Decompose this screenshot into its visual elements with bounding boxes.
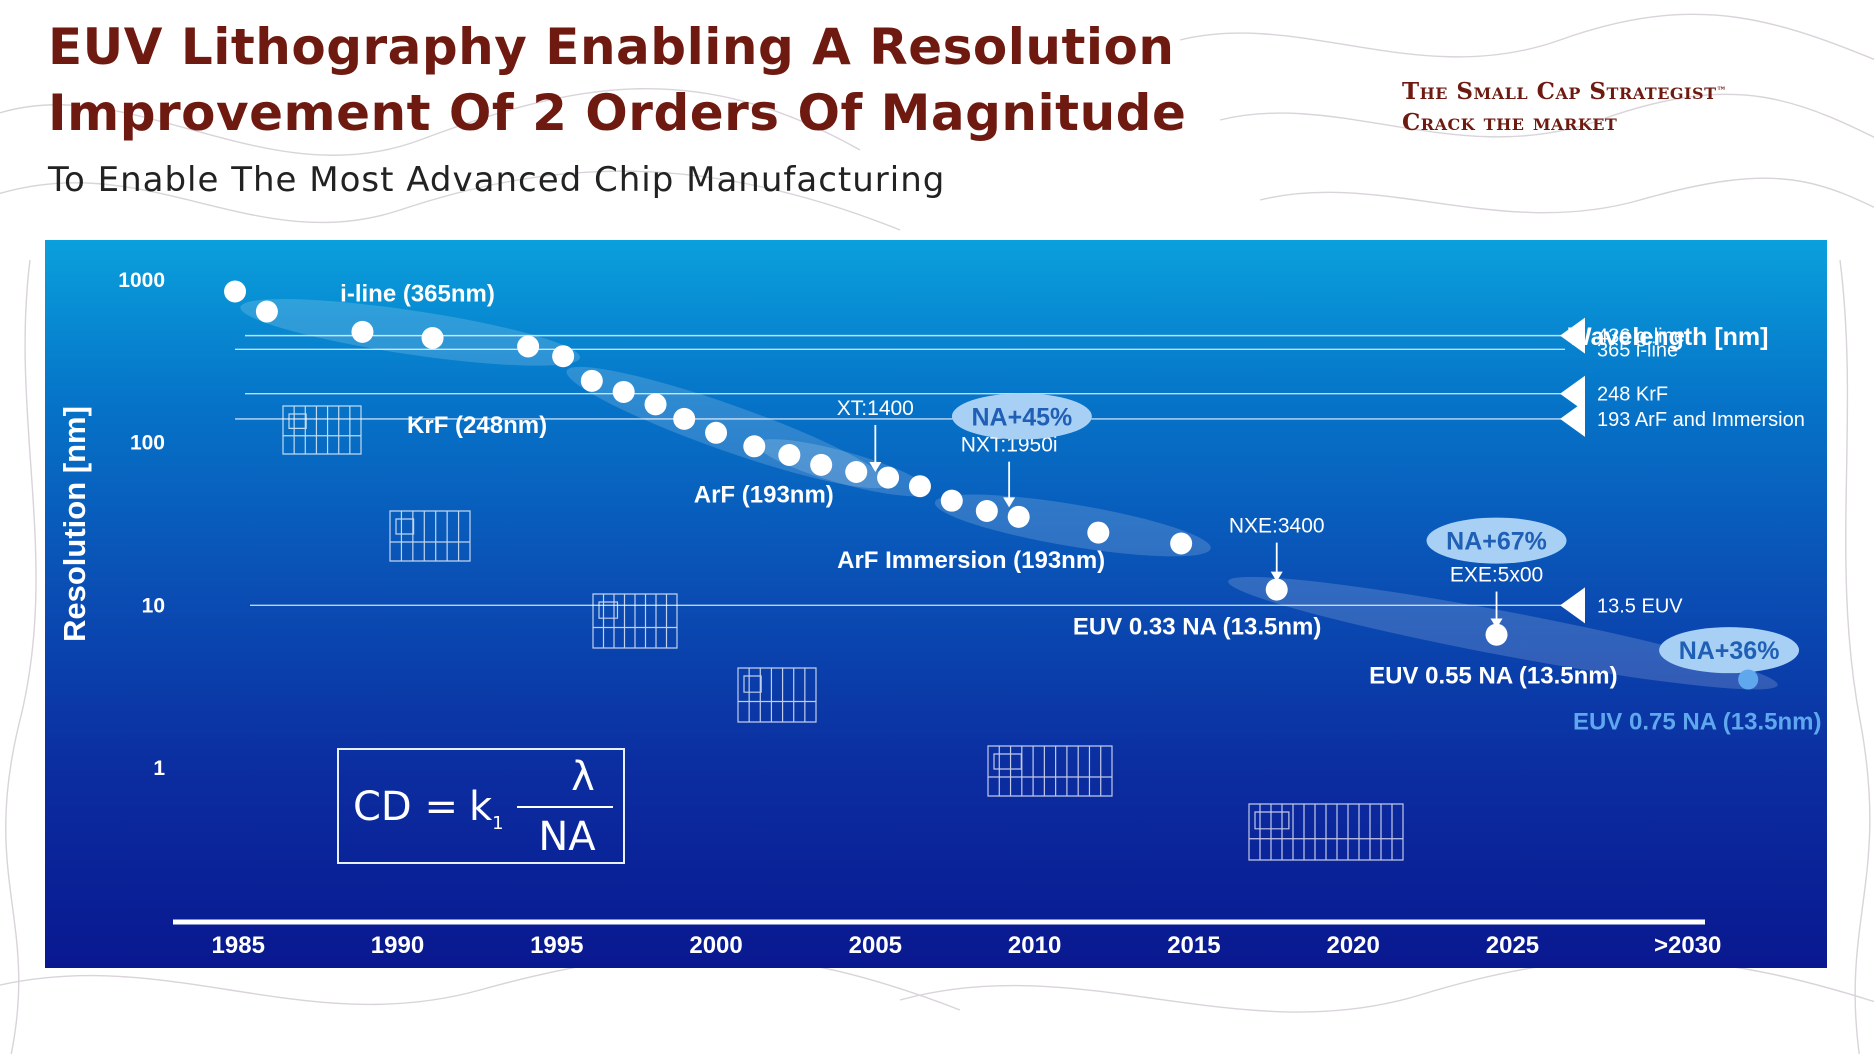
y-tick-label-1: 1000	[118, 269, 165, 292]
era-glow-band-2	[566, 366, 888, 489]
x-tick-label-4: 2000	[689, 932, 742, 959]
data-point-12	[743, 435, 766, 458]
wavelength-marker-3	[1560, 375, 1585, 412]
data-point-1	[224, 280, 247, 303]
lithography-machine-sketch-6	[1248, 803, 1404, 861]
data-point-2	[255, 300, 278, 323]
resolution-chart: 436 g-line 365 i-line 248 KrF 193 ArF and I…	[45, 240, 1827, 968]
data-point-18	[940, 489, 963, 512]
era-label-3: ArF (193nm)	[694, 481, 834, 508]
x-tick-label-10: >2030	[1654, 932, 1721, 959]
data-point-22	[1170, 532, 1193, 555]
x-tick-label-9: 2025	[1486, 932, 1539, 959]
title-line-2: Improvement Of 2 Orders Of Magnitude	[48, 84, 1187, 142]
wavelength-label-2: 365 i-line	[1597, 339, 1678, 361]
page-title: EUV Lithography Enabling A Resolution Im…	[48, 14, 1208, 146]
era-label-6: EUV 0.55 NA (13.5nm)	[1369, 663, 1618, 690]
formula-k-symbol: k	[469, 784, 493, 830]
x-tick-label-8: 2020	[1326, 932, 1379, 959]
lithography-machine-sketch-4	[737, 667, 817, 723]
na-badge-label-3: NA+36%	[1679, 637, 1780, 665]
formula-numerator: λ	[571, 754, 595, 800]
data-point-20	[1007, 505, 1030, 528]
data-point-9	[644, 393, 667, 416]
lithography-machine-sketch-1	[282, 405, 362, 455]
data-point-25	[1738, 669, 1759, 690]
x-tick-label-6: 2010	[1008, 932, 1061, 959]
na-badge-pill-3	[1659, 627, 1800, 674]
wavelength-marker-4	[1560, 400, 1585, 437]
era-label-7: EUV 0.75 NA (13.5nm)	[1573, 708, 1822, 735]
data-point-6	[552, 345, 575, 368]
tool-arrow-head-4	[1490, 618, 1503, 629]
lithography-machine-sketch-3	[592, 593, 678, 649]
tool-arrow-head-2	[1003, 497, 1016, 508]
x-tick-label-2: 1990	[371, 932, 424, 959]
tool-label-2: NXT:1950i	[961, 434, 1058, 457]
tool-arrow-head-1	[869, 462, 882, 473]
y-tick-label-4: 1	[153, 757, 165, 780]
data-point-14	[810, 453, 833, 476]
x-tick-label-5: 2005	[849, 932, 902, 959]
x-tick-label-3: 1995	[530, 932, 583, 959]
data-point-3	[351, 320, 374, 343]
era-glow-band-4	[934, 494, 1211, 557]
lithography-machine-sketch-5	[987, 745, 1113, 797]
data-point-16	[877, 466, 900, 489]
wavelength-legend-title: Wavelength [nm]	[1568, 323, 1768, 351]
formula-lhs: CD =	[353, 784, 458, 830]
brand-tagline: Crack the market	[1402, 109, 1618, 136]
era-label-4: ArF Immersion (193nm)	[837, 547, 1105, 574]
wavelength-label-5: 13.5 EUV	[1597, 595, 1683, 617]
tool-label-3: NXE:3400	[1229, 515, 1325, 538]
na-badge-pill-2	[1426, 517, 1567, 564]
data-point-13	[778, 443, 801, 466]
x-tick-label-7: 2015	[1167, 932, 1220, 959]
data-point-21	[1087, 521, 1110, 544]
formula-k-subscript: 1	[492, 813, 504, 834]
page-subtitle: To Enable The Most Advanced Chip Manufac…	[48, 160, 946, 200]
cd-formula-box: CD = k1 λ NA	[337, 748, 625, 864]
y-tick-label-3: 10	[142, 594, 165, 617]
era-label-1: i-line (365nm)	[340, 280, 495, 307]
data-point-19	[975, 500, 998, 523]
tool-arrow-head-3	[1270, 571, 1283, 582]
data-point-15	[845, 461, 868, 484]
wavelength-marker-1	[1560, 317, 1585, 354]
data-point-5	[517, 335, 540, 358]
era-label-2: KrF (248nm)	[407, 412, 547, 439]
data-point-4	[421, 326, 444, 349]
data-point-23	[1265, 578, 1288, 601]
data-point-10	[673, 407, 696, 430]
x-tick-label-1: 1985	[212, 932, 265, 959]
formula-denominator: NA	[538, 814, 596, 860]
wavelength-marker-5	[1560, 587, 1585, 624]
na-badge-label-2: NA+67%	[1446, 528, 1547, 556]
era-label-5: EUV 0.33 NA (13.5nm)	[1073, 614, 1322, 641]
lithography-machine-sketch-2	[389, 510, 471, 562]
data-point-11	[705, 421, 728, 444]
data-point-17	[908, 475, 931, 498]
wavelength-label-3: 248 KrF	[1597, 384, 1668, 406]
formula-k: k1	[469, 784, 504, 834]
formula-fraction-bar	[517, 806, 613, 808]
data-point-8	[612, 380, 635, 403]
data-point-24	[1485, 623, 1508, 646]
title-line-1: EUV Lithography Enabling A Resolution	[48, 18, 1175, 76]
trademark-mark: ™	[1716, 86, 1727, 97]
tool-label-1: XT:1400	[837, 397, 914, 420]
wavelength-label-1: 436 g-line	[1597, 326, 1685, 348]
brand-name: The Small Cap Strategist	[1402, 78, 1717, 105]
y-axis-label: Resolution [nm]	[57, 406, 92, 642]
data-point-7	[580, 369, 603, 392]
y-tick-label-2: 100	[130, 432, 165, 455]
na-badge-label-1: NA+45%	[972, 403, 1073, 431]
na-badge-pill-1	[951, 393, 1092, 440]
tool-label-4: EXE:5x00	[1450, 564, 1543, 587]
brand-logo: The Small Cap Strategist™ Crack the mark…	[1402, 76, 1727, 138]
wavelength-label-4: 193 ArF and Immersion	[1597, 409, 1805, 431]
